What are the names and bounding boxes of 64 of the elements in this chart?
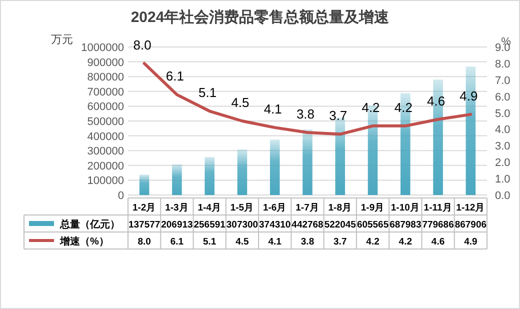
x-tick-label: 1-9月 xyxy=(360,202,385,214)
y-tick-label: 600000 xyxy=(87,101,124,114)
data-label: 8.0 xyxy=(138,236,151,248)
bar xyxy=(139,174,150,195)
x-tick-label: 1-5月 xyxy=(230,202,254,214)
bar xyxy=(204,157,214,195)
data-label: 3.7 xyxy=(334,236,347,248)
data-label: 4.2 xyxy=(398,236,412,248)
x-tick-label: 1-6月 xyxy=(262,202,287,214)
data-label: 4.5 xyxy=(236,236,250,248)
data-label: 6.1 xyxy=(170,236,184,248)
data-label: 374310 xyxy=(259,220,291,230)
y-tick-label: 300000 xyxy=(87,146,124,158)
y2-tick-label: 1.0 xyxy=(495,174,510,186)
data-label: 256591 xyxy=(194,220,226,230)
data-label: 307300 xyxy=(226,220,258,230)
x-tick-label: 1-11月 xyxy=(424,202,452,214)
x-tick-label: 1-10月 xyxy=(390,202,420,214)
y-tick-label: 700000 xyxy=(87,86,124,98)
data-label: 4.9 xyxy=(464,236,478,248)
y-tick-label: 0 xyxy=(118,190,124,202)
data-label: 605565 xyxy=(356,220,390,230)
data-label: 206913 xyxy=(161,220,193,230)
y-axis-title: 万元 xyxy=(51,34,73,46)
data-label: 522045 xyxy=(324,220,357,230)
y-tick-label: 800000 xyxy=(87,72,124,84)
y2-tick-label: 7.0 xyxy=(495,74,510,87)
data-label: 442768 xyxy=(292,220,324,230)
y-tick-label: 900000 xyxy=(87,56,124,69)
legend-label: 总量（亿元） xyxy=(59,218,120,230)
data-label: 4.2 xyxy=(366,236,380,248)
chart-title: 2024年社会消费品零售总额总量及增速 xyxy=(130,8,390,26)
series: 8.0 6.1 5.1 4.5 4.1 3.8 3.7 4.2 4.2 4.6 4.9 xyxy=(133,37,478,136)
y-tick-label: 1000000 xyxy=(81,42,124,54)
bar xyxy=(237,150,248,195)
data-label: 779686 xyxy=(422,220,454,230)
y2-tick-label: 4.0 xyxy=(495,124,510,136)
x-tick-label: 1-12月 xyxy=(456,202,486,214)
data-label: 137577 xyxy=(128,220,160,230)
x-tick-label: 1-8月 xyxy=(328,202,352,214)
bar xyxy=(172,164,182,195)
data-label: 687983 xyxy=(390,220,422,230)
y2-tick-label: 5.0 xyxy=(495,108,510,120)
y-tick-label: 200000 xyxy=(87,160,124,172)
data-label: 4.1 xyxy=(268,236,282,248)
y2-tick-label: 8.0 xyxy=(495,58,510,70)
x-tick-label: 1-3月 xyxy=(165,202,189,214)
y-tick-label: 100000 xyxy=(87,175,124,188)
legend-label: 增速（%） xyxy=(59,236,109,248)
bar xyxy=(302,129,312,195)
bar xyxy=(270,140,280,195)
data-label: 3.8 xyxy=(300,236,314,248)
y2-tick-label: 0.0 xyxy=(495,190,510,202)
x-tick-label: 1-7月 xyxy=(296,202,320,214)
y-tick-label: 500000 xyxy=(87,116,124,128)
y2-tick-label: 2.0 xyxy=(495,157,510,170)
data-label: 867906 xyxy=(454,220,487,230)
data-label: 5.1 xyxy=(202,236,217,248)
y2-tick-label: 3.0 xyxy=(495,140,510,153)
x-tick-label: 1-4月 xyxy=(198,202,222,214)
x-tick-label: 1-2月 xyxy=(132,202,156,214)
y-tick-label: 400000 xyxy=(87,130,124,143)
y2-tick-label: 6.0 xyxy=(495,91,510,104)
data-label: 4.6 xyxy=(431,236,445,248)
